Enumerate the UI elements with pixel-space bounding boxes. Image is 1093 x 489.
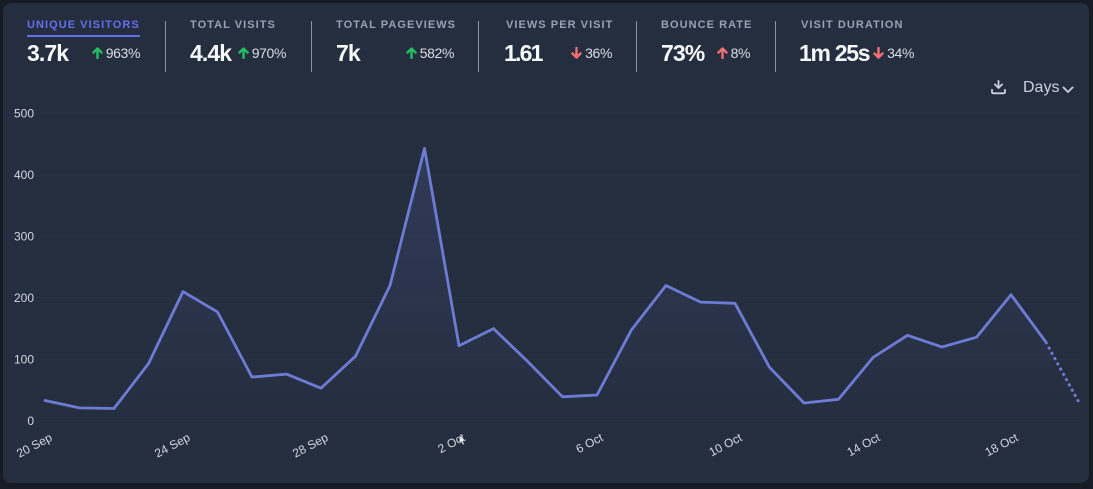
svg-text:400: 400 — [14, 168, 34, 182]
svg-text:28 Sep: 28 Sep — [290, 430, 330, 460]
svg-text:14 Oct: 14 Oct — [845, 430, 883, 459]
svg-text:0: 0 — [27, 414, 34, 428]
svg-text:200: 200 — [14, 291, 34, 305]
svg-text:500: 500 — [14, 107, 34, 121]
svg-text:18 Oct: 18 Oct — [983, 430, 1021, 459]
svg-text:20 Sep: 20 Sep — [14, 430, 54, 460]
svg-text:10 Oct: 10 Oct — [707, 430, 745, 459]
svg-text:24 Sep: 24 Sep — [152, 430, 192, 460]
svg-text:100: 100 — [14, 353, 34, 367]
svg-text:6 Oct: 6 Oct — [574, 430, 606, 456]
svg-text:300: 300 — [14, 230, 34, 244]
